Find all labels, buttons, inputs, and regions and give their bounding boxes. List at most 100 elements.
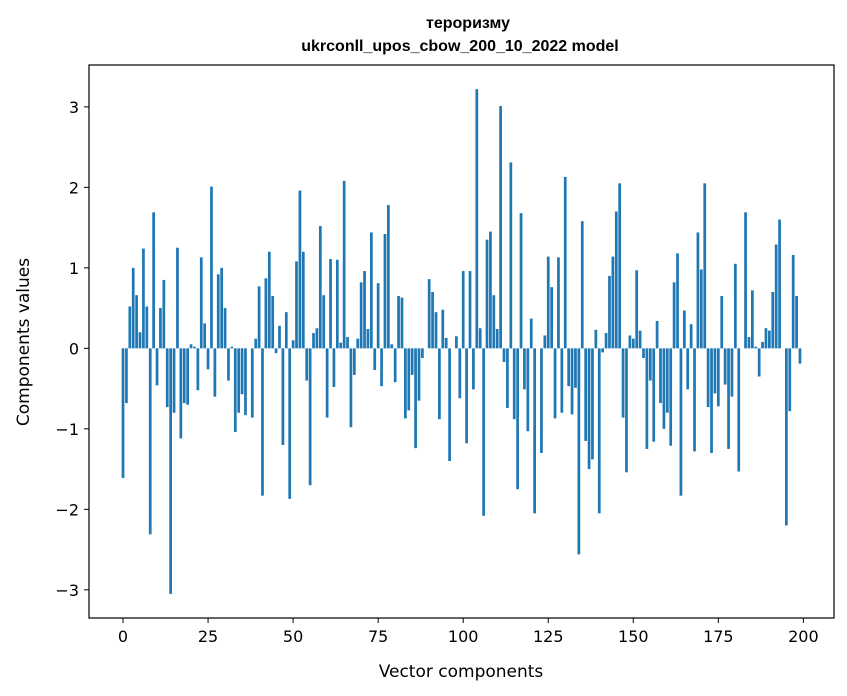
bar — [284, 312, 288, 349]
bar — [557, 257, 560, 349]
bar — [798, 348, 802, 364]
bar — [325, 348, 329, 418]
bar — [689, 324, 693, 349]
bar — [125, 348, 128, 404]
bar — [468, 271, 472, 349]
bar — [369, 232, 373, 349]
bar — [543, 335, 547, 349]
bar — [614, 211, 618, 349]
bar — [278, 325, 281, 349]
bar — [693, 348, 696, 452]
bar — [121, 348, 125, 478]
bar — [199, 257, 203, 349]
x-tick-label: 175 — [703, 627, 734, 646]
bar — [495, 329, 499, 349]
x-tick-label: 150 — [618, 627, 649, 646]
bar — [182, 348, 186, 404]
bar — [414, 348, 417, 449]
bar — [329, 258, 332, 349]
bar — [594, 329, 598, 349]
bar — [512, 348, 516, 420]
bar — [308, 348, 312, 486]
bar — [366, 329, 370, 349]
bar — [768, 330, 771, 349]
bar — [574, 348, 577, 388]
bar — [733, 263, 737, 349]
bar — [434, 312, 438, 349]
bar — [492, 295, 496, 349]
bar — [400, 297, 404, 349]
bar — [254, 338, 258, 349]
bar — [676, 253, 679, 349]
x-tick-label: 125 — [533, 627, 564, 646]
bar — [410, 348, 414, 375]
bar — [179, 348, 183, 439]
bar — [169, 348, 172, 594]
bar — [546, 256, 550, 349]
y-tick-label: −2 — [55, 500, 79, 519]
bar — [257, 286, 261, 349]
bar — [516, 348, 519, 490]
bar — [465, 348, 468, 444]
bar — [669, 348, 673, 446]
bar — [339, 342, 343, 349]
bar — [478, 328, 482, 349]
bar — [577, 348, 581, 555]
x-axis-ticks: 0 25 50 75 100 125 150 175 200 — [118, 618, 819, 646]
bar — [404, 348, 407, 419]
bar — [635, 270, 639, 349]
bar — [672, 282, 676, 349]
bar — [679, 348, 683, 496]
bar — [461, 271, 465, 349]
bar — [145, 306, 149, 349]
bar — [720, 296, 724, 349]
bar — [142, 248, 145, 349]
bar — [703, 183, 707, 349]
x-tick-label: 100 — [448, 627, 479, 646]
bar — [332, 348, 336, 387]
bar — [359, 282, 363, 349]
bar — [152, 212, 155, 349]
bar — [625, 348, 628, 473]
bar — [608, 275, 611, 349]
bar — [652, 348, 656, 442]
bar — [206, 348, 210, 370]
bar — [618, 183, 622, 349]
bar — [189, 344, 193, 349]
bar — [220, 267, 224, 349]
bar — [665, 348, 669, 413]
bar — [373, 348, 377, 371]
bar — [349, 348, 353, 428]
bar — [267, 251, 271, 349]
bar — [761, 341, 764, 349]
bar — [448, 348, 451, 462]
bar — [193, 346, 196, 349]
bar — [288, 348, 292, 499]
bar — [291, 340, 295, 349]
bar — [186, 348, 190, 405]
bar — [318, 225, 322, 349]
bar — [591, 348, 594, 460]
bar — [795, 296, 798, 349]
bar — [380, 348, 383, 387]
x-tick-label: 75 — [368, 627, 388, 646]
bar — [244, 348, 247, 416]
x-tick-label: 200 — [788, 627, 819, 646]
bar — [696, 232, 700, 349]
bar — [250, 348, 254, 418]
bar — [312, 333, 315, 349]
bar — [771, 292, 775, 349]
bar — [352, 348, 356, 375]
bar — [210, 186, 213, 349]
bar — [519, 213, 523, 349]
bar — [213, 348, 217, 397]
bar — [648, 348, 652, 381]
bar — [295, 261, 298, 349]
bar — [723, 348, 727, 385]
bar — [764, 328, 768, 349]
bar — [216, 274, 220, 349]
y-tick-label: 2 — [69, 178, 79, 197]
bar — [628, 335, 632, 349]
bar — [587, 348, 591, 470]
